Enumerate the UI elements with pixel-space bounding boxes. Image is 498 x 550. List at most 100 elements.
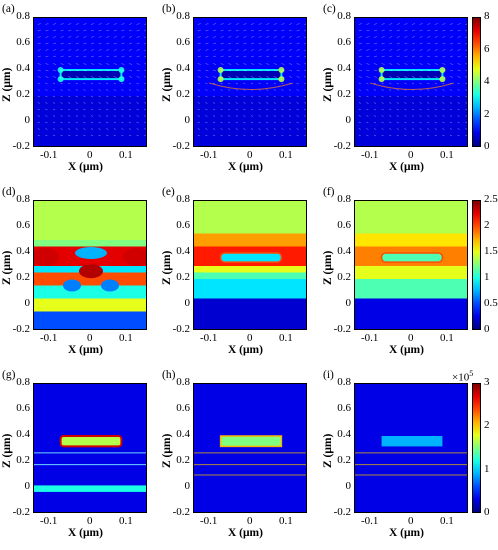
field-0-vector [113,95,116,98]
field-0-vector [37,29,41,32]
x-tick-label: 0.1 [119,515,133,527]
field-2-vector [389,82,392,85]
field-1-vector [304,115,306,117]
field-2-vector [457,23,461,25]
field-0-vector [113,23,117,25]
field-1-vector [228,121,231,124]
field-2-vector [358,128,361,130]
field-2-vector [442,95,445,98]
field-2-vector [427,89,430,91]
field-1-vector [228,102,231,104]
field-1-vector [220,108,223,111]
y-tick-label: 0 [184,297,191,309]
y-tick-label: 0.2 [16,454,30,466]
x-tick-label: 0 [247,332,253,344]
field-6-bg [34,384,146,512]
field-0-vector [37,102,40,104]
field-2-vector [373,23,378,25]
field-2-vector [449,42,454,45]
field-0-vector [37,134,40,137]
field-0-vector [144,23,146,25]
field-1-vector [250,102,254,104]
field-1-vector [266,42,270,45]
field-1-vector [304,102,306,104]
field-0-vector [128,49,133,51]
field-2-vector [396,134,399,137]
field-2-vector [457,69,461,72]
field-2-vector [381,89,384,91]
field-1-vector [250,95,254,98]
field-0-vector [52,128,56,130]
field-2-vector [427,36,431,38]
field-2-vector [427,23,431,25]
y-axis-label: Z (μm) [161,67,173,102]
field-0-vector [90,102,94,104]
field-1-vector [304,56,306,58]
field-1-vector [228,36,232,38]
field-2-vector [449,121,453,124]
y-tick-label: 0.8 [337,10,351,22]
field-2-vector [381,42,385,45]
field-1-vector [281,49,285,51]
field-0-vector [68,42,72,45]
field-1-vector [250,115,254,117]
field-2-vector [389,42,393,45]
field-0-particle [59,69,123,81]
field-2-vector [419,36,423,38]
field-2-vector [434,102,437,104]
field-1-vector [197,55,201,58]
field-0-vector [144,95,146,98]
field-2-vector [427,115,430,117]
field-1-vector [258,36,262,38]
field-0-vector [106,23,110,25]
field-0-vector [136,108,139,111]
field-1-vector [205,63,209,65]
field-2-vector [465,102,467,104]
field-2-vector [366,121,369,124]
field-1-vector [266,102,269,104]
field-0-substrate [34,96,146,146]
field-0-vector [128,55,133,58]
field-0-vector [68,108,71,111]
field-2-vector [434,76,438,78]
field-2-vector [396,23,400,25]
field-0-vector [60,95,63,98]
x-tick-label: -0.1 [200,332,218,344]
field-2-vector [389,36,393,38]
field-2-vector [396,63,400,65]
field-2-vector [411,128,415,130]
field-2-vector [442,115,445,117]
field-1-vector [220,69,224,72]
y-tick-label: -0.2 [12,323,30,335]
x-axis-label: X (μm) [389,161,424,173]
x-tick-label: 0.1 [279,515,293,527]
field-2-vector [396,128,399,130]
y-axis-label: Z (μm) [1,433,13,468]
heatmap-plot [354,200,468,330]
field-0-vector [128,23,133,25]
field-1-vector [250,128,254,130]
field-0-vector [60,76,64,78]
field-1-vector [288,128,292,130]
field-1-vector [288,49,293,51]
field-1-vector [212,134,216,137]
field-1-vector [304,23,306,25]
field-1-vector [220,36,224,38]
field-1-vector [197,115,200,117]
field-1-vector [220,29,224,32]
y-tick-label: 0 [345,297,352,309]
field-5-band [355,298,467,329]
field-1-vector [266,128,269,130]
field-0-vector [45,95,48,98]
field-1-vector [220,49,224,51]
field-1-vector [220,134,223,137]
field-2-vector [358,69,362,72]
field-1-vector [220,63,224,65]
field-1-vector [281,82,284,85]
field-2-vector [434,128,437,130]
field-0-vector [83,102,86,104]
field-0-vector [83,36,87,38]
field-2-vector [366,23,370,25]
field-2-vector [411,115,415,117]
field-1-vector [212,76,217,78]
